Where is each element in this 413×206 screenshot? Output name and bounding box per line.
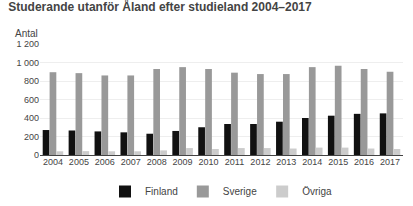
- svg-text:Finland: Finland: [145, 186, 178, 197]
- svg-text:2007: 2007: [121, 157, 141, 167]
- svg-text:2011: 2011: [225, 157, 244, 167]
- svg-text:400: 400: [24, 113, 39, 123]
- svg-text:2014: 2014: [302, 157, 322, 167]
- svg-text:2012: 2012: [250, 157, 270, 167]
- svg-text:2015: 2015: [328, 157, 348, 167]
- svg-text:2016: 2016: [354, 157, 374, 167]
- svg-text:2008: 2008: [147, 157, 167, 167]
- svg-text:1 000: 1 000: [16, 58, 39, 68]
- svg-text:2009: 2009: [173, 157, 193, 167]
- svg-text:800: 800: [24, 76, 39, 86]
- svg-text:0: 0: [34, 150, 39, 160]
- svg-text:2010: 2010: [199, 157, 219, 167]
- svg-text:Studerande utanför Åland efter: Studerande utanför Åland efter studielan…: [8, 0, 312, 14]
- svg-text:Övriga: Övriga: [302, 186, 332, 197]
- svg-text:600: 600: [24, 95, 39, 105]
- svg-text:200: 200: [24, 132, 39, 142]
- svg-text:Sverige: Sverige: [223, 186, 257, 197]
- svg-text:2013: 2013: [276, 157, 296, 167]
- svg-text:Antal: Antal: [15, 28, 38, 39]
- svg-text:1 200: 1 200: [16, 39, 39, 49]
- svg-text:2017: 2017: [380, 157, 400, 167]
- svg-text:2004: 2004: [43, 157, 63, 167]
- svg-text:2005: 2005: [69, 157, 89, 167]
- svg-text:2006: 2006: [95, 157, 115, 167]
